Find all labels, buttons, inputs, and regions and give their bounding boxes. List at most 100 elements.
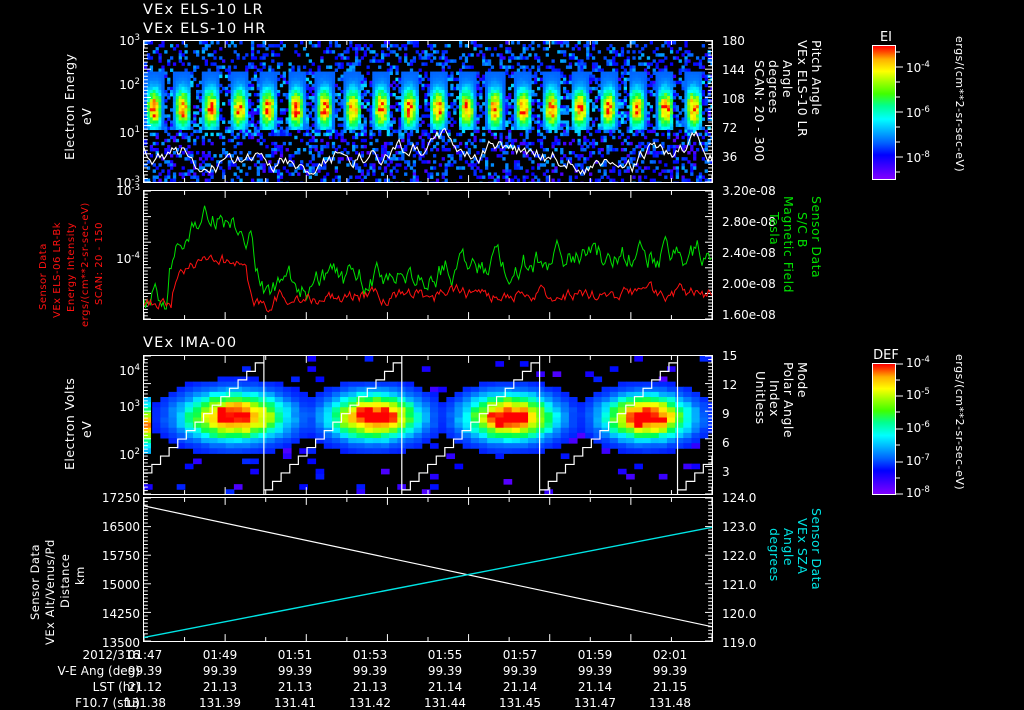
panel3-ylabel-electron-volts: Electron Volts	[62, 378, 77, 470]
panel1-ytick-0: 103	[98, 34, 140, 48]
colorbar2-title: DEF	[864, 348, 908, 363]
panel-energy-intensity-magnetic-field[interactable]	[143, 190, 713, 320]
panel1-title-hr: VEx ELS-10 HR	[143, 22, 267, 37]
panel1-y2tick-4: 36	[722, 150, 737, 164]
panel3-y2label-unitless: Unitless	[753, 371, 768, 425]
table-time-5: 01:57	[484, 648, 556, 662]
colorbar2-tick-1: 10-5	[906, 388, 930, 402]
panel3-spectrogram	[144, 356, 712, 494]
table-cell-r1-c0: 21.12	[109, 680, 181, 694]
panel3-ytick-2: 102	[98, 448, 140, 462]
table-cell-r0-c2: 99.39	[259, 664, 331, 678]
panel2-y2tick-4: 1.60e-08	[722, 308, 776, 322]
table-cell-r0-c1: 99.39	[184, 664, 256, 678]
panel2-ylabel-instrument: VEx ELS-06 LR-Bk	[52, 222, 63, 318]
panel1-ytick-1: 102	[98, 78, 140, 92]
table-cell-r0-c4: 99.39	[409, 664, 481, 678]
colorbar1-unit: ergs/(cm**2-sr-sec-eV)	[953, 36, 966, 172]
colorbar2-tick-2: 10-6	[906, 421, 930, 435]
panel3-y2label-mode: Mode	[795, 362, 810, 398]
table-time-7: 02:01	[634, 648, 706, 662]
panel3-y2tick-3: 6	[722, 436, 730, 450]
colorbar2-tick-0: 10-4	[906, 356, 930, 370]
panel2-ylabel-scan: SCAN: 20 - 150	[94, 222, 105, 305]
table-cell-r0-c6: 99.39	[559, 664, 631, 678]
panel3-title: VEx IMA-00	[143, 336, 237, 351]
panel-electron-energy-spectrogram[interactable]	[143, 40, 713, 183]
panel3-ytick-1: 103	[98, 400, 140, 414]
panel4-y2label-sensor-data: Sensor Data	[809, 508, 824, 590]
table-time-3: 01:53	[334, 648, 406, 662]
table-time-2: 01:51	[259, 648, 331, 662]
colorbar1-tick-1: 10-6	[906, 106, 930, 120]
panel2-y2tick-0: 3.20e-08	[722, 184, 776, 198]
table-cell-r1-c4: 21.14	[409, 680, 481, 694]
table-time-6: 01:59	[559, 648, 631, 662]
table-cell-r1-c6: 21.14	[559, 680, 631, 694]
colorbar2-tick-3: 10-7	[906, 454, 930, 468]
table-cell-r1-c2: 21.13	[259, 680, 331, 694]
panel4-ylabel-unit: km	[73, 566, 87, 585]
panel4-y2label-degrees: degrees	[767, 528, 782, 582]
panel1-y2label-angle: Angle	[780, 60, 795, 98]
panel1-y2label-scan: SCAN: 20 - 300	[752, 60, 767, 162]
colorbar2-ticks	[896, 363, 904, 495]
table-cell-r1-c5: 21.14	[484, 680, 556, 694]
table-cell-r0-c5: 99.39	[484, 664, 556, 678]
panel4-y2label-angle: Angle	[781, 528, 796, 566]
panel4-ylabel-distance: Distance	[58, 554, 72, 608]
panel4-ytick-2: 15750	[82, 549, 140, 563]
panel3-y2tick-2: 9	[722, 407, 730, 421]
panel4-ytick-4: 14250	[82, 607, 140, 621]
panel-altitude-sza[interactable]	[143, 497, 713, 642]
panel2-ylabel-quantity: Energy Intensity	[66, 222, 77, 312]
panel3-ylabel-unit: eV	[79, 421, 94, 438]
table-cell-r1-c1: 21.13	[184, 680, 256, 694]
panel2-ytick-0: 10-3	[92, 184, 140, 198]
colorbar1-title: EI	[871, 30, 901, 45]
panel3-y2label-polar-angle: Polar Angle	[781, 362, 796, 438]
panel1-y2label-degrees: degrees	[766, 60, 781, 114]
panel1-ytick-2: 101	[98, 126, 140, 140]
panel3-y2tick-1: 12	[722, 378, 737, 392]
panel4-y2tick-1: 123.0	[722, 520, 756, 534]
table-cell-r0-c3: 99.39	[334, 664, 406, 678]
panel1-ylabel-electron-energy: Electron Energy	[62, 53, 77, 160]
colorbar1-tick-0: 10-4	[906, 61, 930, 75]
table-cell-r1-c3: 21.13	[334, 680, 406, 694]
panel1-y2tick-2: 108	[722, 92, 745, 106]
panel4-y2label-sza: VEx SZA	[795, 518, 810, 574]
panel1-y2tick-1: 144	[722, 63, 745, 77]
table-cell-r1-c7: 21.15	[634, 680, 706, 694]
panel2-y2label-tesla: Tesla	[767, 212, 782, 245]
table-time-4: 01:55	[409, 648, 481, 662]
panel4-ylabel-sensor-data: Sensor Data	[28, 544, 42, 620]
colorbar1	[872, 45, 896, 180]
panel1-y2label-sensor: VEx ELS-10 LR	[795, 40, 810, 137]
panel1-y2tick-0: 180	[722, 34, 745, 48]
panel1-spectrogram	[144, 41, 712, 182]
table-date: 2012/316	[40, 648, 140, 662]
panel4-lines	[144, 498, 712, 641]
panel3-y2label-index: Index	[767, 380, 782, 417]
panel4-y2tick-2: 122.0	[722, 549, 756, 563]
panel3-y2tick-0: 15	[722, 349, 737, 363]
panel2-y2label-sc-b: S/C B	[795, 212, 810, 248]
panel3-y2tick-4: 3	[722, 465, 730, 479]
colorbar1-tick-2: 10-8	[906, 151, 930, 165]
panel1-ylabel-unit: eV	[79, 108, 94, 125]
panel4-ytick-3: 15000	[82, 578, 140, 592]
panel-ima-ion-spectrogram[interactable]	[143, 355, 713, 495]
panel4-ytick-0: 17250	[82, 491, 140, 505]
panel2-y2label-sensor-data: Sensor Data	[809, 196, 824, 278]
panel4-y2tick-5: 119.0	[722, 636, 756, 650]
table-cell-r0-c0: 99.39	[109, 664, 181, 678]
panel2-y2label-magnetic: Magnetic Field	[781, 196, 796, 293]
panel1-y2label-pitch-angle: Pitch Angle	[809, 40, 824, 115]
panel4-y2tick-0: 124.0	[722, 491, 756, 505]
panel4-ytick-1: 16500	[82, 520, 140, 534]
colorbar1-ticks	[896, 45, 904, 180]
panel2-y2tick-2: 2.40e-08	[722, 246, 776, 260]
colorbar2	[872, 363, 896, 495]
